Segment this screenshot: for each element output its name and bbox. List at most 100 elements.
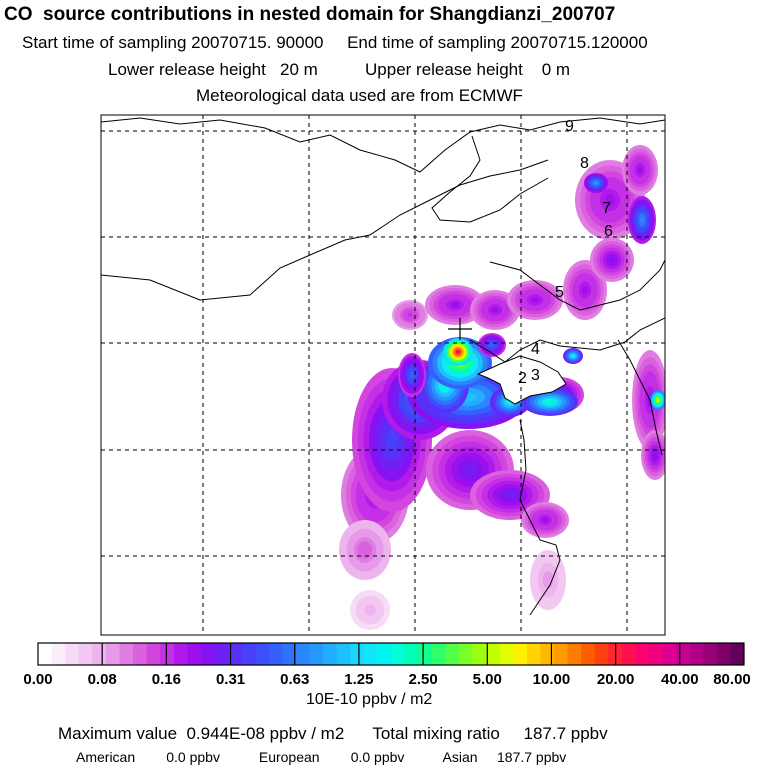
- concentration-contour: [491, 307, 499, 313]
- concentration-contour: [455, 350, 461, 354]
- colorbar-swatch: [431, 643, 446, 665]
- colorbar-swatch: [499, 643, 514, 665]
- sampling-time-line: Start time of sampling 20070715. 90000 E…: [22, 33, 648, 52]
- colorbar-swatch: [228, 643, 243, 665]
- colorbar-tick-label: 0.63: [280, 671, 309, 688]
- colorbar-swatch: [309, 643, 324, 665]
- concentration-contour: [541, 517, 549, 523]
- colorbar-tick-label: 0.08: [88, 671, 117, 688]
- colorbar-swatch: [241, 643, 256, 665]
- colorbar-swatch: [323, 643, 338, 665]
- coastline: [617, 339, 663, 456]
- receptor-marker: [448, 318, 472, 340]
- plot-frame: [100, 114, 666, 636]
- concentration-contour: [361, 545, 369, 555]
- trajectory-label: 5: [555, 284, 564, 301]
- colorbar-swatch: [105, 643, 120, 665]
- colorbar-tick-label: 0.16: [152, 671, 181, 688]
- colorbar-swatch: [160, 643, 175, 665]
- colorbar-swatch: [486, 643, 501, 665]
- colorbar-swatch: [567, 643, 582, 665]
- colorbar-swatch: [621, 643, 636, 665]
- concentration-contour: [594, 181, 598, 185]
- colorbar-swatch: [214, 643, 229, 665]
- colorbar-swatch: [38, 643, 53, 665]
- colorbar-tick-label: 20.00: [597, 671, 635, 688]
- colorbar-swatch: [662, 643, 677, 665]
- colorbar-swatch: [92, 643, 107, 665]
- colorbar-swatch: [648, 643, 664, 665]
- concentration-contour: [463, 464, 477, 476]
- concentration-contour: [504, 491, 516, 499]
- colorbar-swatch: [594, 643, 609, 665]
- regional-contributions-line: American 0.0 ppbv European 0.0 ppbv Asia…: [76, 749, 567, 765]
- concentration-contour: [490, 343, 494, 347]
- colorbar-swatch: [404, 643, 419, 665]
- colorbar-swatch: [282, 643, 297, 665]
- concentration-contour: [640, 216, 644, 224]
- colorbar-swatch: [377, 643, 392, 665]
- coastline: [469, 317, 665, 363]
- colorbar-swatch: [350, 643, 365, 665]
- concentration-contour: [546, 400, 554, 404]
- coastline: [431, 135, 549, 223]
- coastline: [519, 419, 561, 616]
- concentration-contour: [450, 302, 460, 308]
- concentration-contour: [410, 371, 414, 379]
- colorbar-frame: [37, 642, 745, 666]
- concentration-contour: [608, 256, 616, 264]
- plot-area: [101, 117, 665, 630]
- colorbar-swatch: [676, 643, 691, 665]
- meteorology-line: Meteorological data used are from ECMWF: [196, 86, 523, 105]
- concentration-contour: [407, 312, 413, 318]
- colorbar-tick-label: 0.00: [23, 671, 52, 688]
- colorbar-swatch: [146, 643, 161, 665]
- colorbar-swatch: [133, 643, 148, 665]
- colorbar-tick-label: 10.00: [533, 671, 571, 688]
- colorbar-swatch: [458, 643, 473, 665]
- colorbar-swatch: [581, 643, 596, 665]
- trajectory-label: 8: [580, 155, 589, 172]
- coastline: [489, 259, 665, 311]
- concentration-contour: [571, 354, 575, 358]
- colorbar-swatch: [526, 643, 541, 665]
- maximum-value-line: Maximum value 0.944E-08 ppbv / m2 Total …: [58, 724, 608, 743]
- colorbar-swatch: [119, 643, 134, 665]
- colorbar-swatch: [689, 643, 704, 665]
- concentration-contour: [531, 297, 539, 303]
- trajectory-label: 7: [602, 200, 611, 217]
- colorbar-tick-label: 0.31: [216, 671, 245, 688]
- bay-area: [476, 355, 567, 405]
- colorbar-swatch: [635, 643, 650, 665]
- release-height-line: Lower release height 20 m Upper release …: [108, 60, 571, 79]
- colorbar-swatch: [78, 643, 93, 665]
- concentration-contour: [653, 451, 657, 459]
- chart-title: CO source contributions in nested domain…: [4, 4, 616, 25]
- colorbar-swatch: [336, 643, 351, 665]
- colorbar-tick-label: 80.00: [713, 671, 751, 688]
- colorbar-swatch: [703, 643, 718, 665]
- concentration-contour: [367, 607, 373, 613]
- concentration-contour: [637, 166, 643, 174]
- colorbar-swatch: [200, 643, 215, 665]
- trajectory-label: 6: [604, 223, 613, 240]
- colorbar-swatch: [187, 643, 202, 665]
- colorbar-tick-label: 2.50: [408, 671, 437, 688]
- trajectory-label: 2: [518, 370, 527, 387]
- colorbar-swatch: [295, 643, 311, 665]
- colorbar-tick-label: 5.00: [473, 671, 502, 688]
- colorbar-swatch: [716, 643, 731, 665]
- colorbar-tick-label: 40.00: [661, 671, 699, 688]
- colorbar-swatch: [65, 643, 80, 665]
- coastline: [101, 117, 665, 173]
- colorbar-swatch: [173, 643, 188, 665]
- colorbar-swatch: [363, 643, 378, 665]
- colorbar-swatch: [418, 643, 433, 665]
- trajectory-label: 9: [565, 118, 574, 135]
- colorbar-swatch: [553, 643, 568, 665]
- concentration-contour: [581, 285, 589, 295]
- colorbar-swatch: [472, 643, 487, 665]
- colorbar-swatch: [445, 643, 460, 665]
